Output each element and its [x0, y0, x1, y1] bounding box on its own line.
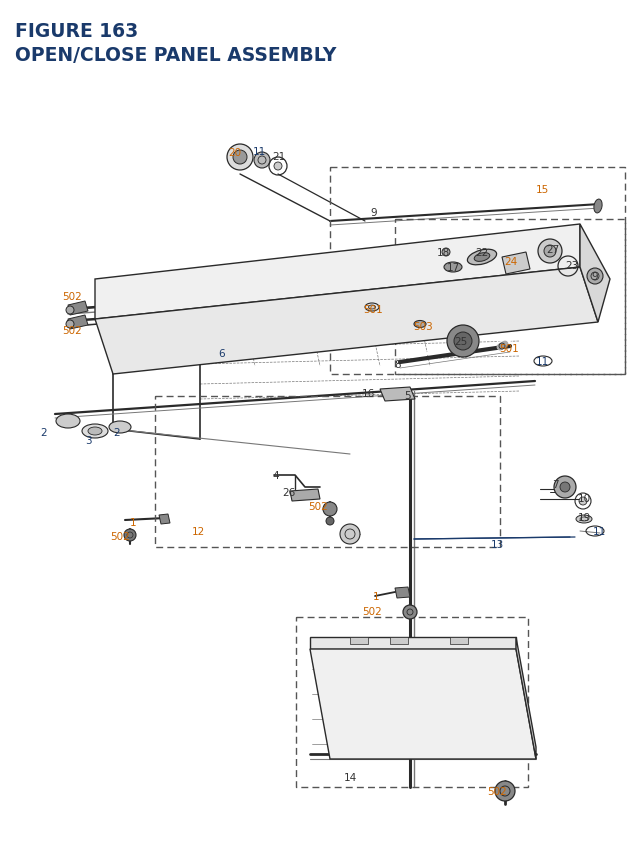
- Text: 15: 15: [536, 185, 549, 195]
- Ellipse shape: [56, 414, 80, 429]
- Text: 502: 502: [487, 786, 507, 796]
- Circle shape: [323, 503, 337, 517]
- Text: 20: 20: [228, 148, 241, 158]
- Polygon shape: [502, 253, 530, 275]
- Ellipse shape: [444, 263, 462, 273]
- Text: 502: 502: [62, 292, 82, 301]
- Circle shape: [326, 517, 334, 525]
- Text: 10: 10: [578, 493, 591, 504]
- Ellipse shape: [109, 422, 131, 433]
- Text: 24: 24: [504, 257, 517, 267]
- Text: 19: 19: [578, 512, 591, 523]
- Bar: [395, 220, 625, 375]
- Ellipse shape: [82, 424, 108, 438]
- Text: 6: 6: [218, 349, 225, 358]
- Circle shape: [554, 476, 576, 499]
- Circle shape: [447, 325, 479, 357]
- Ellipse shape: [88, 428, 102, 436]
- Ellipse shape: [594, 200, 602, 214]
- Circle shape: [124, 530, 136, 542]
- Text: 11: 11: [536, 356, 549, 367]
- Polygon shape: [350, 637, 368, 644]
- Text: 27: 27: [546, 245, 559, 255]
- Text: 13: 13: [491, 539, 504, 549]
- Polygon shape: [450, 637, 468, 644]
- Text: 23: 23: [565, 261, 579, 270]
- Ellipse shape: [474, 253, 490, 262]
- Text: 9: 9: [591, 272, 598, 282]
- Circle shape: [544, 245, 556, 257]
- Polygon shape: [310, 637, 516, 649]
- Ellipse shape: [467, 250, 497, 265]
- Polygon shape: [68, 301, 88, 316]
- Text: 17: 17: [447, 263, 460, 273]
- Text: 26: 26: [282, 487, 295, 498]
- Circle shape: [66, 320, 74, 329]
- Circle shape: [560, 482, 570, 492]
- Ellipse shape: [369, 306, 376, 310]
- Polygon shape: [580, 225, 610, 323]
- Polygon shape: [159, 514, 170, 524]
- Text: 9: 9: [370, 208, 376, 218]
- Text: 501: 501: [363, 305, 383, 314]
- Bar: [330, 168, 625, 375]
- Polygon shape: [290, 489, 320, 501]
- Text: OPEN/CLOSE PANEL ASSEMBLY: OPEN/CLOSE PANEL ASSEMBLY: [15, 46, 337, 65]
- Text: 11: 11: [593, 526, 606, 536]
- Text: 2: 2: [40, 428, 47, 437]
- Text: 14: 14: [344, 772, 357, 782]
- Text: 3: 3: [85, 436, 92, 445]
- Circle shape: [587, 269, 603, 285]
- Polygon shape: [390, 637, 408, 644]
- Text: 12: 12: [192, 526, 205, 536]
- Text: 501: 501: [499, 344, 519, 354]
- Text: 502: 502: [110, 531, 130, 542]
- Bar: [155, 397, 500, 548]
- Circle shape: [233, 151, 247, 164]
- Circle shape: [454, 332, 472, 350]
- Text: 502: 502: [62, 325, 82, 336]
- Polygon shape: [95, 225, 580, 319]
- Ellipse shape: [414, 321, 426, 328]
- Polygon shape: [380, 387, 415, 401]
- Text: 8: 8: [394, 360, 401, 369]
- Circle shape: [340, 524, 360, 544]
- Text: 503: 503: [413, 322, 433, 331]
- Circle shape: [66, 307, 74, 314]
- Circle shape: [495, 781, 515, 801]
- Ellipse shape: [576, 516, 592, 523]
- Text: 25: 25: [454, 337, 467, 347]
- Circle shape: [254, 152, 270, 169]
- Text: 2: 2: [113, 428, 120, 437]
- Circle shape: [538, 239, 562, 263]
- Text: 5: 5: [404, 391, 411, 400]
- Circle shape: [403, 605, 417, 619]
- Text: 22: 22: [475, 248, 488, 257]
- Circle shape: [227, 145, 253, 170]
- Polygon shape: [516, 637, 536, 759]
- Circle shape: [579, 498, 587, 505]
- Text: 1: 1: [130, 517, 136, 528]
- Circle shape: [442, 249, 450, 257]
- Text: 18: 18: [437, 248, 451, 257]
- Text: 11: 11: [253, 147, 266, 157]
- Polygon shape: [95, 268, 598, 375]
- Polygon shape: [395, 587, 410, 598]
- Text: 16: 16: [362, 388, 375, 399]
- Text: 502: 502: [308, 501, 328, 511]
- Bar: [296, 617, 528, 787]
- Polygon shape: [310, 649, 536, 759]
- Text: FIGURE 163: FIGURE 163: [15, 22, 138, 41]
- Text: 7: 7: [552, 480, 559, 489]
- Text: 502: 502: [362, 606, 381, 616]
- Circle shape: [274, 163, 282, 170]
- Text: 4: 4: [272, 470, 278, 480]
- Polygon shape: [68, 316, 88, 330]
- Text: 1: 1: [373, 592, 380, 601]
- Circle shape: [499, 344, 505, 350]
- Text: 21: 21: [272, 152, 285, 162]
